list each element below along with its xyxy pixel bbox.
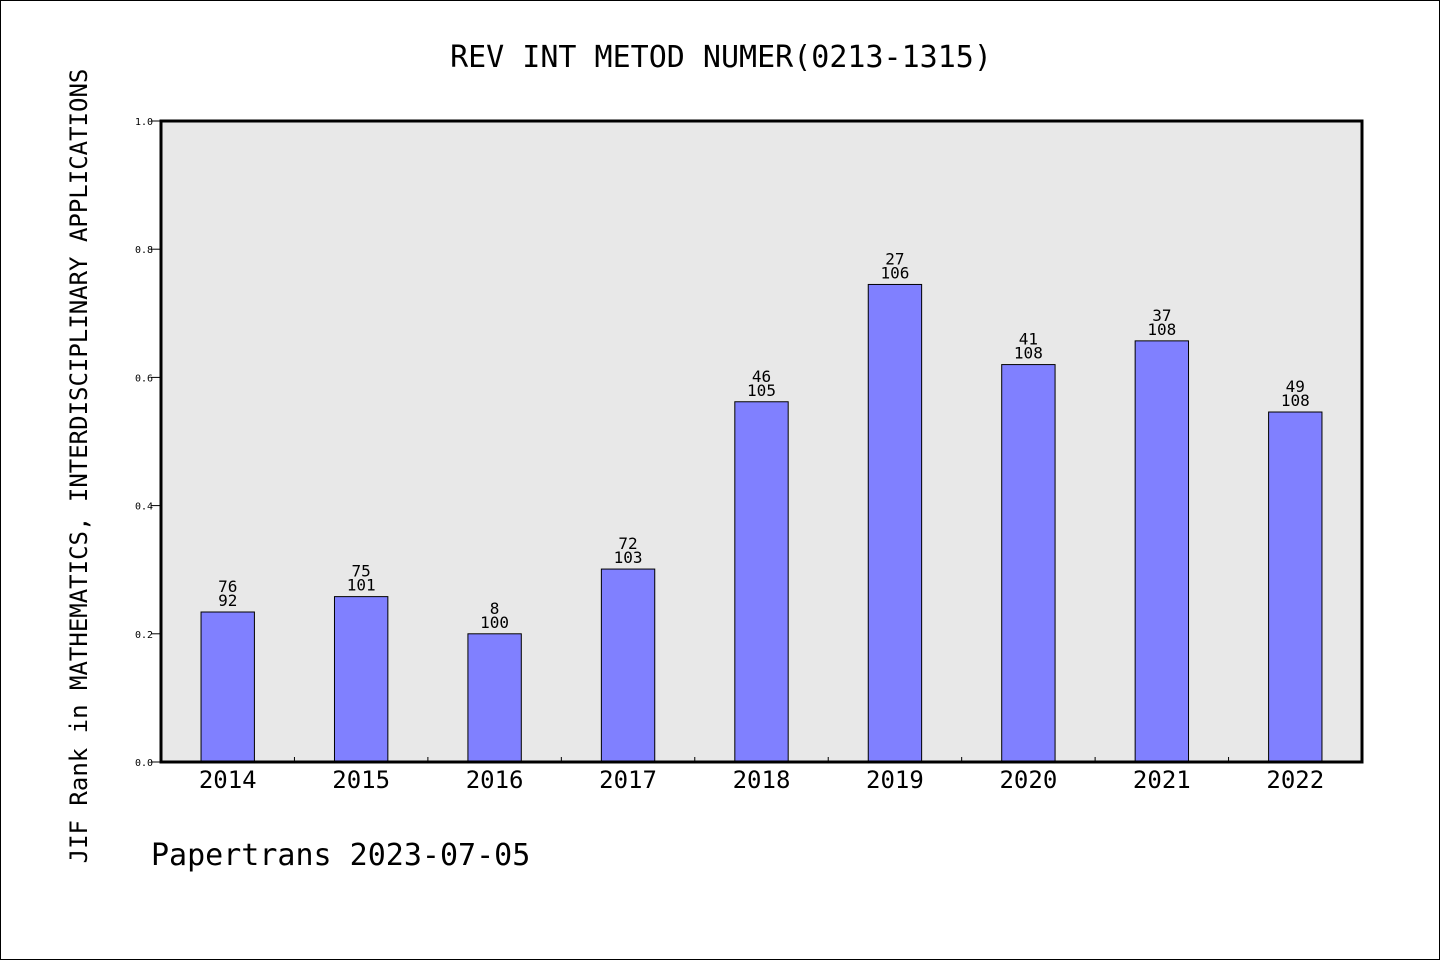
y-tick-label: 0.4 (135, 502, 153, 513)
bar (867, 283, 923, 763)
bar-total-label: 103 (614, 548, 643, 567)
bar-total-label: 100 (480, 613, 509, 632)
bar-total-label: 106 (880, 263, 909, 282)
bar (600, 568, 656, 763)
x-tick-label: 2017 (599, 766, 657, 794)
bar-total-label: 108 (1014, 344, 1043, 363)
bar-total-label: 108 (1147, 320, 1176, 339)
bar-rank-label: 72 (618, 534, 637, 553)
y-tick-label: 1.0 (135, 117, 153, 128)
bar (1134, 340, 1190, 763)
bar-rank-label: 27 (885, 249, 904, 268)
bar-total-label: 105 (747, 381, 776, 400)
x-tick-label: 2022 (1266, 766, 1324, 794)
x-tick-label: 2021 (1133, 766, 1191, 794)
bar (734, 401, 789, 763)
chart-title: REV INT METOD NUMER(0213-1315) (450, 40, 992, 75)
footer-credit: Papertrans 2023-07-05 (151, 838, 530, 873)
y-tick-label: 0.2 (135, 630, 153, 641)
bar (333, 596, 389, 763)
bar-rank-label: 76 (218, 577, 237, 596)
bar-rank-label: 49 (1286, 377, 1305, 396)
y-axis-label: JIF Rank in MATHEMATICS, INTERDISCIPLINA… (65, 69, 93, 864)
x-tick-label: 2020 (999, 766, 1057, 794)
plot-border (159, 119, 1364, 764)
bar (467, 633, 522, 763)
x-tick-label: 2019 (866, 766, 924, 794)
y-axis: 0.0 0.2 0.4 0.6 0.8 1.0 (135, 117, 161, 769)
bar (1001, 364, 1056, 763)
bar-total-label: 92 (218, 591, 237, 610)
y-tick-label: 0.0 (135, 758, 153, 769)
bar-rank-label: 46 (752, 367, 771, 386)
bar-total-label: 108 (1281, 391, 1310, 410)
x-tick-label: 2014 (199, 766, 257, 794)
bar-rank-label: 41 (1019, 330, 1038, 349)
x-tick-label: 2018 (733, 766, 791, 794)
bar-rank-label: 8 (490, 599, 500, 618)
x-tick-label: 2016 (466, 766, 524, 794)
x-tick-label: 2015 (332, 766, 390, 794)
bar-total-label: 101 (347, 576, 376, 595)
bars-group: 7692751018100721034610527106411083710849… (200, 249, 1323, 763)
x-axis: 2014 2015 2016 2017 2018 2019 2020 2021 2022 (199, 757, 1324, 794)
y-tick-label: 0.6 (135, 373, 153, 384)
bar (200, 611, 255, 763)
bar-rank-label: 75 (352, 562, 371, 581)
bar-rank-label: 37 (1152, 306, 1171, 325)
bar (1268, 411, 1323, 763)
y-tick-label: 0.8 (135, 245, 153, 256)
